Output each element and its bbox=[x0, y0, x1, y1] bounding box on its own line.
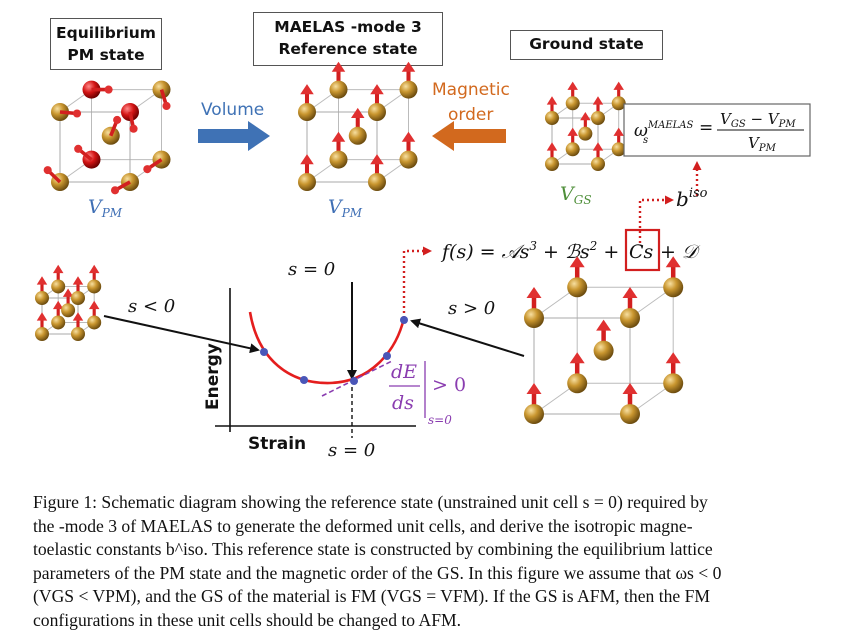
reference-state-box: MAELAS -mode 3 Reference state bbox=[253, 12, 443, 66]
caption-line: configurations in these unit cells shoul… bbox=[33, 609, 462, 630]
reference-crystal-cell bbox=[298, 61, 418, 191]
svg-text:s=0: s=0 bbox=[428, 413, 452, 427]
svg-text:VPM: VPM bbox=[88, 196, 123, 220]
ground-state-box: Ground state bbox=[510, 30, 663, 60]
svg-text:s: s bbox=[643, 135, 648, 146]
maelas-mode-label: MAELAS -mode 3 bbox=[274, 18, 422, 36]
equilibrium-label: Equilibrium bbox=[56, 24, 156, 42]
svg-text:> 0: > 0 bbox=[432, 374, 466, 396]
s-neg-arrow bbox=[103, 315, 260, 354]
expanded-crystal-cell bbox=[524, 256, 684, 424]
svg-text:VPM: VPM bbox=[748, 134, 777, 154]
s-neg-label: s < 0 bbox=[128, 296, 175, 317]
svg-text:ωMAELAS: ωMAELAS bbox=[634, 120, 693, 141]
order-label: order bbox=[448, 105, 493, 125]
compressed-crystal-cell bbox=[35, 264, 102, 341]
volume-arrow bbox=[198, 121, 270, 151]
ground-state-label: Ground state bbox=[529, 35, 644, 53]
caption-line: Figure 1: Schematic diagram showing the … bbox=[33, 492, 708, 512]
magnetic-label: Magnetic bbox=[432, 80, 510, 100]
caption-line: (VGS < VPM), and the GS of the material … bbox=[33, 586, 711, 607]
omega-symbol: ω bbox=[634, 121, 648, 141]
volume-label: Volume bbox=[201, 100, 264, 120]
caption-line: toelastic constants b^iso. This referenc… bbox=[33, 539, 713, 560]
strain-label: Strain bbox=[248, 434, 306, 454]
pm-state-label: PM state bbox=[67, 46, 145, 64]
vpm-mid-label: VPM bbox=[328, 196, 363, 220]
svg-text:ds: ds bbox=[392, 392, 414, 414]
d-term: + 𝒟 bbox=[660, 241, 701, 263]
s-zero-top-label: s = 0 bbox=[288, 259, 335, 280]
curve-point bbox=[300, 376, 308, 384]
tangent-line bbox=[321, 360, 393, 397]
fs-formula: f(s) = 𝒜s3 + ℬs2 + bbox=[440, 239, 619, 263]
s-pos-arrow bbox=[410, 318, 525, 357]
energy-label: Energy bbox=[203, 343, 223, 410]
reference-state-label: Reference state bbox=[278, 40, 418, 58]
svg-text:=: = bbox=[699, 118, 713, 138]
equilibrium-pm-box: Equilibrium PM state bbox=[50, 18, 162, 70]
schematic-figure: Volume Magnetic order VPM VPM VGS ωMAELA… bbox=[35, 61, 811, 461]
magnetic-order-arrow bbox=[432, 121, 506, 151]
s-zero-bottom-label: s = 0 bbox=[328, 440, 375, 461]
cs-highlight-box bbox=[624, 228, 661, 272]
curve-point bbox=[400, 316, 408, 324]
ground-state-crystal-cell bbox=[545, 81, 626, 171]
omega-formula-box: ωMAELAS s = VGS − VPM VPM bbox=[623, 103, 811, 157]
svg-text:VPM: VPM bbox=[328, 196, 363, 220]
curve-point bbox=[383, 352, 391, 360]
biso-pointer-dotted bbox=[638, 195, 674, 243]
caption-line: parameters of the PM state and the magne… bbox=[33, 562, 722, 583]
derivative-annotation: dE ds > 0 s=0 bbox=[389, 361, 466, 427]
pm-crystal-cell bbox=[43, 80, 171, 195]
vgs-label: VGS bbox=[560, 183, 592, 207]
vpm-left-label: VPM bbox=[88, 196, 123, 220]
biso-label: biso bbox=[676, 186, 708, 211]
svg-text:VGS: VGS bbox=[560, 183, 592, 207]
svg-text:VGS − VPM: VGS − VPM bbox=[720, 110, 796, 130]
curve-to-fs-dotted bbox=[402, 246, 432, 318]
energy-curve bbox=[248, 311, 406, 385]
s-pos-label: s > 0 bbox=[448, 298, 495, 319]
curve-point bbox=[260, 348, 268, 356]
caption-line: the -mode 3 of MAELAS to generate the de… bbox=[33, 515, 693, 536]
svg-text:dE: dE bbox=[391, 361, 417, 383]
figure-caption: Figure 1: Schematic diagram showing the … bbox=[33, 491, 811, 633]
cs-term: Cs bbox=[629, 241, 654, 263]
curve-point bbox=[350, 377, 358, 385]
